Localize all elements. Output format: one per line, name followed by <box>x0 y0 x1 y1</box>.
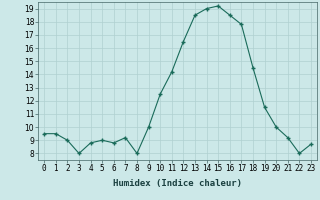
X-axis label: Humidex (Indice chaleur): Humidex (Indice chaleur) <box>113 179 242 188</box>
